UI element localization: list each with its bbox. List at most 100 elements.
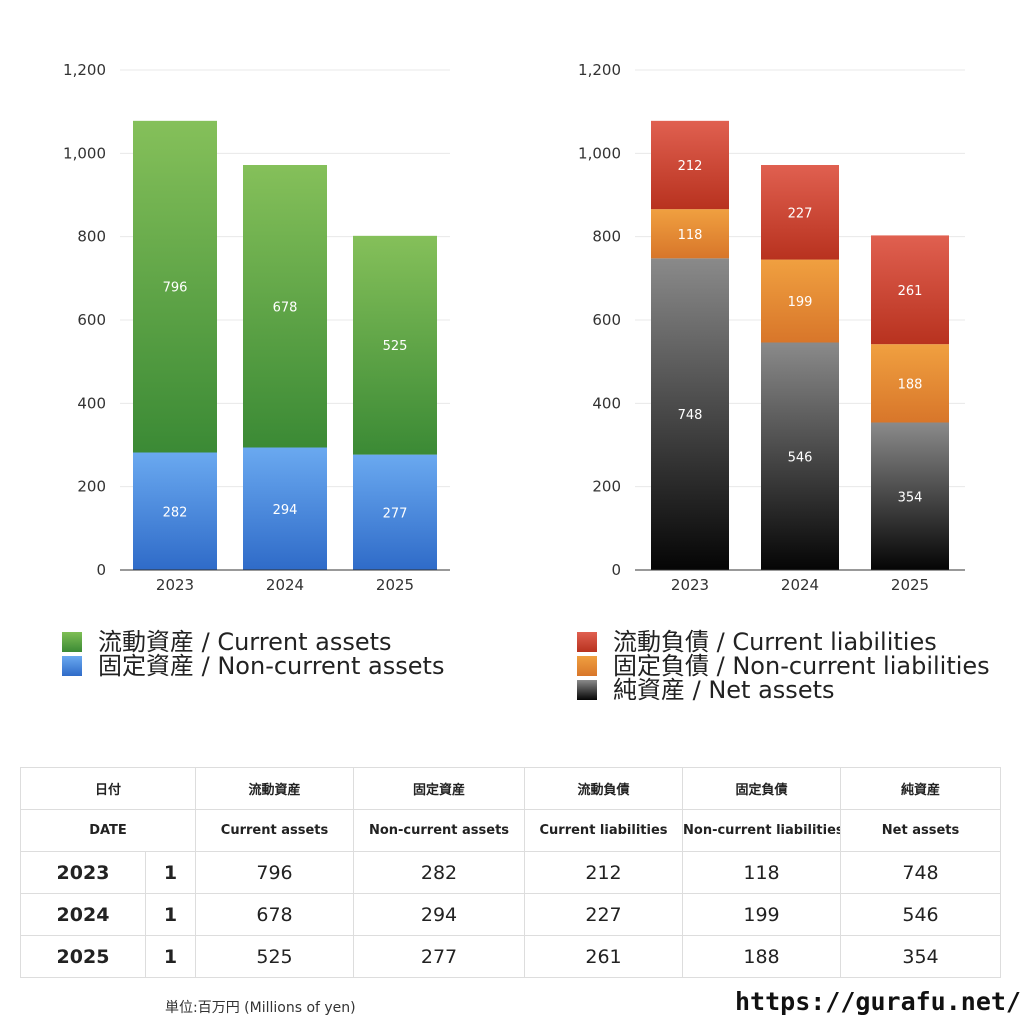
- bar-value-label: 118: [678, 228, 703, 243]
- header-date-jp: 日付: [19, 767, 197, 810]
- bar-segment: [871, 344, 949, 423]
- header-non-current-assets-en: Non-current assets: [353, 809, 526, 852]
- bar-value-label: 525: [383, 339, 408, 354]
- data-table: 日付 流動資産 固定資産 流動負債 固定負債 純資産 DATE Current …: [19, 767, 1002, 978]
- legend-swatch-current-assets: [62, 632, 82, 652]
- assets-legend: 流動資産 / Current assets 固定資産 / Non-current…: [62, 630, 444, 678]
- legend-swatch-net-assets: [577, 680, 597, 700]
- bar-segment: [761, 165, 839, 260]
- y-tick-label: 600: [77, 311, 106, 329]
- bar-value-label: 282: [163, 505, 188, 520]
- y-tick-label: 400: [77, 394, 106, 412]
- table-row: 2025 1 525 277 261 188 354: [20, 935, 1002, 978]
- bar-segment: [651, 209, 729, 259]
- legend-swatch-non-current-assets: [62, 656, 82, 676]
- legend-item-non-current-liabilities: 固定負債 / Non-current liabilities: [577, 654, 990, 678]
- bar-value-label: 199: [788, 295, 813, 310]
- bar-segment: [133, 452, 217, 570]
- legend-item-current-assets: 流動資産 / Current assets: [62, 630, 444, 654]
- legend-label-non-current-liabilities: 固定負債 / Non-current liabilities: [613, 652, 990, 680]
- header-current-liabilities-en: Current liabilities: [524, 809, 684, 852]
- table-row: 2024 1 678 294 227 199 546: [20, 893, 1002, 936]
- table-header-jp: 日付 流動資産 固定資産 流動負債 固定負債 純資産: [19, 767, 1002, 810]
- header-non-current-liabilities-jp: 固定負債: [682, 767, 842, 810]
- header-current-assets-en: Current assets: [195, 809, 355, 852]
- liabilities-chart: 0 200 400 600 800 1,000 1,200 748 118 212 2023 546 1…: [578, 61, 965, 594]
- header-non-current-liabilities-en: Non-current liabilities: [682, 809, 842, 852]
- cell-non-current-liabilities: 188: [682, 935, 842, 978]
- cell-non-current-assets: 282: [353, 851, 526, 894]
- table-row: 2023 1 796 282 212 118 748: [20, 851, 1002, 894]
- y-tick-label: 0: [611, 561, 621, 579]
- legend-item-current-liabilities: 流動負債 / Current liabilities: [577, 630, 990, 654]
- bar-segment: [761, 342, 839, 570]
- y-tick-label: 1,000: [578, 144, 621, 162]
- cell-current-liabilities: 227: [524, 893, 684, 936]
- header-current-liabilities-jp: 流動負債: [524, 767, 684, 810]
- x-tick-label: 2023: [156, 576, 194, 594]
- row-month: 1: [145, 851, 197, 894]
- cell-current-liabilities: 212: [524, 851, 684, 894]
- bar-segment: [353, 454, 437, 570]
- bar-value-label: 227: [788, 206, 813, 221]
- cell-non-current-liabilities: 118: [682, 851, 842, 894]
- bar-value-label: 261: [898, 284, 923, 299]
- x-tick-label: 2025: [891, 576, 929, 594]
- legend-label-current-liabilities: 流動負債 / Current liabilities: [613, 628, 937, 656]
- bar-segment: [871, 422, 949, 570]
- header-net-assets-jp: 純資産: [840, 767, 1002, 810]
- cell-current-assets: 796: [195, 851, 355, 894]
- bar-segment: [133, 120, 217, 453]
- y-tick-label: 600: [592, 311, 621, 329]
- bar-value-label: 796: [163, 281, 188, 296]
- unit-note: 単位:百万円 (Millions of yen): [165, 1000, 356, 1016]
- header-net-assets-en: Net assets: [840, 809, 1002, 852]
- cell-non-current-assets: 277: [353, 935, 526, 978]
- bar-segment: [651, 120, 729, 210]
- cell-current-assets: 525: [195, 935, 355, 978]
- row-year: 2025: [20, 935, 146, 978]
- x-tick-label: 2023: [671, 576, 709, 594]
- y-tick-label: 400: [592, 394, 621, 412]
- legend-label-non-current-assets: 固定資産 / Non-current assets: [98, 652, 445, 680]
- cell-net-assets: 354: [840, 935, 1002, 978]
- row-year: 2023: [20, 851, 146, 894]
- y-tick-label: 800: [77, 228, 106, 246]
- bar-segment: [243, 447, 327, 570]
- bar-value-label: 212: [678, 159, 703, 174]
- legend-item-net-assets: 純資産 / Net assets: [577, 678, 990, 702]
- cell-current-assets: 678: [195, 893, 355, 936]
- y-tick-label: 200: [592, 478, 621, 496]
- bar-value-label: 277: [383, 506, 408, 521]
- assets-chart: 0 200 400 600 800 1,000 1,200 282 796 2023 294 678 2…: [63, 61, 450, 594]
- cell-net-assets: 748: [840, 851, 1002, 894]
- legend-swatch-non-current-liabilities: [577, 656, 597, 676]
- legend-label-net-assets: 純資産 / Net assets: [613, 676, 835, 704]
- bar-value-label: 546: [788, 450, 813, 465]
- table-header-en: DATE Current assets Non-current assets C…: [19, 809, 1002, 852]
- row-year: 2024: [20, 893, 146, 936]
- bar-segment: [651, 258, 729, 570]
- bar-segment: [243, 165, 327, 448]
- y-tick-label: 1,000: [63, 144, 106, 162]
- bar-value-label: 354: [898, 490, 923, 505]
- cell-non-current-liabilities: 199: [682, 893, 842, 936]
- y-tick-label: 200: [77, 478, 106, 496]
- bar-segment: [353, 235, 437, 455]
- x-tick-label: 2024: [781, 576, 819, 594]
- cell-net-assets: 546: [840, 893, 1002, 936]
- charts-area: 0 200 400 600 800 1,000 1,200 282 796 2023 294 678 2…: [63, 61, 965, 594]
- header-current-assets-jp: 流動資産: [195, 767, 355, 810]
- row-month: 1: [145, 935, 197, 978]
- legend-label-current-assets: 流動資産 / Current assets: [98, 628, 392, 656]
- x-tick-label: 2024: [266, 576, 304, 594]
- site-url-link[interactable]: https://gurafu.net/: [735, 987, 1021, 1016]
- bar-value-label: 678: [273, 300, 298, 315]
- bar-value-label: 188: [898, 377, 923, 392]
- y-tick-label: 0: [96, 561, 106, 579]
- legend-item-non-current-assets: 固定資産 / Non-current assets: [62, 654, 444, 678]
- bar-value-label: 748: [678, 408, 703, 423]
- bar-value-label: 294: [273, 503, 298, 518]
- header-date-en: DATE: [19, 809, 197, 852]
- bar-segment: [871, 235, 949, 345]
